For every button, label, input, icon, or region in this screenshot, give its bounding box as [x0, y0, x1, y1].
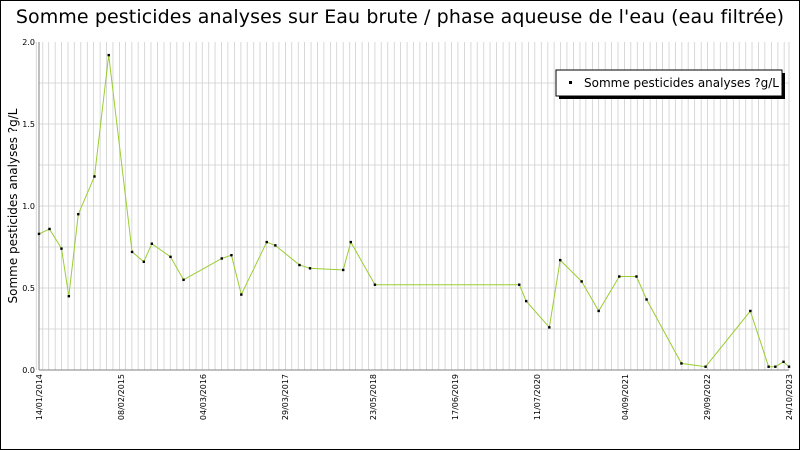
- data-point: [349, 240, 352, 244]
- data-point: [265, 240, 268, 244]
- y-axis-ticks: 0.0 0.5 1.0 1.5 2.0: [22, 38, 35, 375]
- data-point: [518, 283, 521, 286]
- data-point: [559, 258, 562, 262]
- legend-entry: Somme pesticides analyses ?g/L: [584, 76, 779, 90]
- y-tick-label: 2.0: [22, 38, 35, 47]
- data-point: [77, 213, 80, 216]
- data-point: [182, 278, 185, 281]
- data-point: [67, 295, 71, 298]
- data-point: [240, 293, 243, 296]
- x-tick-label: 24/10/2023: [785, 374, 794, 420]
- x-tick-label: 17/06/2019: [451, 374, 460, 420]
- data-point: [93, 175, 96, 178]
- data-point: [60, 247, 63, 250]
- y-tick-label: 1.5: [22, 120, 35, 129]
- y-tick-label: 0.5: [22, 284, 35, 293]
- series-line: [38, 55, 790, 368]
- data-point: [548, 326, 551, 329]
- y-tick-label: 0.0: [22, 366, 35, 375]
- series-group: [37, 53, 791, 368]
- x-tick-label: 04/09/2021: [621, 374, 630, 420]
- legend-box: [555, 69, 783, 97]
- chart-title: Somme pesticides analyses sur Eau brute …: [15, 6, 785, 28]
- data-point: [308, 267, 312, 270]
- x-tick-label: 08/02/2015: [117, 374, 126, 420]
- x-axis-ticks: 14/01/2014 08/02/2015 04/03/2016 29/03/2017…: [35, 374, 794, 420]
- x-tick-label: 14/01/2014: [35, 374, 44, 420]
- x-tick-label: 11/07/2020: [533, 374, 542, 420]
- data-point: [220, 257, 223, 260]
- x-tick-label: 29/03/2017: [281, 374, 290, 420]
- legend-marker: [569, 81, 572, 84]
- data-point: [774, 365, 777, 368]
- data-point: [37, 232, 41, 236]
- data-point: [130, 250, 134, 254]
- data-point: [169, 255, 172, 259]
- x-tick-label: 23/05/2018: [369, 374, 378, 420]
- data-point: [645, 298, 648, 301]
- x-tick-label: 29/09/2022: [703, 374, 712, 420]
- data-point: [635, 275, 638, 278]
- data-point: [230, 254, 233, 257]
- data-point: [704, 365, 707, 368]
- data-point: [680, 362, 683, 365]
- data-point: [618, 275, 621, 278]
- data-point: [524, 299, 528, 303]
- data-point: [142, 260, 146, 263]
- data-point: [107, 53, 110, 57]
- data-point: [782, 360, 785, 363]
- data-point: [342, 268, 345, 272]
- data-point: [580, 280, 583, 283]
- data-point: [373, 283, 377, 286]
- x-tick-label: 04/03/2016: [199, 374, 208, 420]
- legend: Somme pesticides analyses ?g/L: [555, 69, 785, 99]
- data-point: [597, 309, 600, 313]
- data-point: [767, 365, 770, 368]
- data-point: [274, 244, 277, 247]
- data-point: [48, 227, 51, 231]
- y-tick-label: 1.0: [22, 202, 35, 211]
- data-point: [787, 365, 791, 368]
- data-point: [150, 242, 154, 245]
- y-axis-label: Somme pesticides analyses ?g/L: [6, 108, 20, 303]
- data-point: [749, 309, 752, 313]
- data-point: [298, 263, 301, 267]
